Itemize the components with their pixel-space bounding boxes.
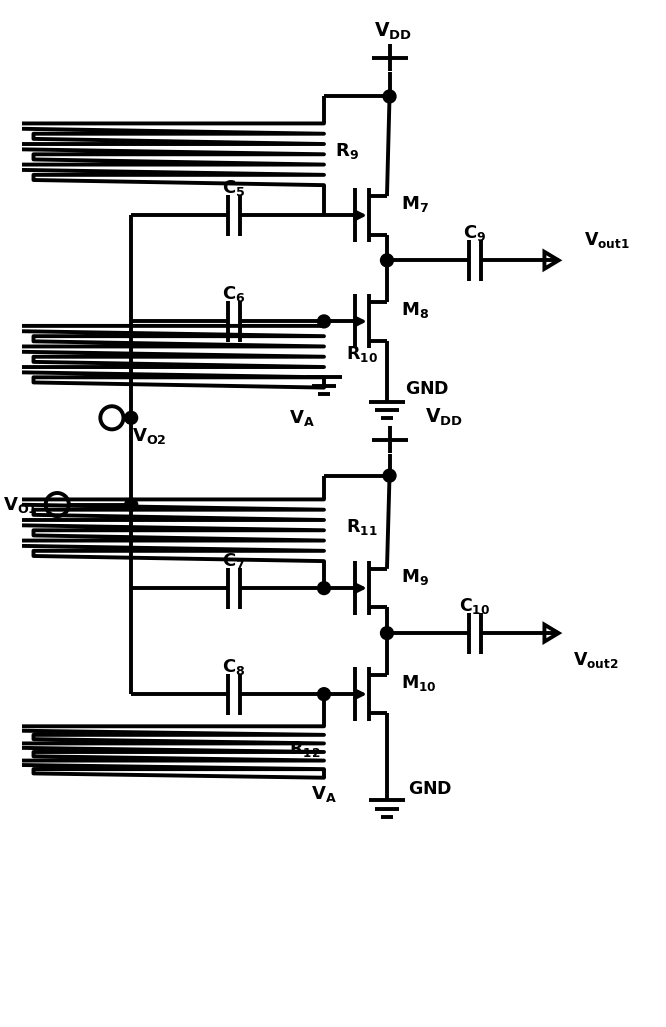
Circle shape xyxy=(383,90,396,103)
Text: $\mathbf{R_9}$: $\mathbf{R_9}$ xyxy=(334,141,358,161)
Text: $\mathbf{V_{DD}}$: $\mathbf{V_{DD}}$ xyxy=(425,407,463,428)
Text: $\mathbf{C_6}$: $\mathbf{C_6}$ xyxy=(222,284,246,304)
Text: $\mathbf{C_{10}}$: $\mathbf{C_{10}}$ xyxy=(460,596,491,616)
Text: $\mathbf{R_{10}}$: $\mathbf{R_{10}}$ xyxy=(346,343,378,364)
Circle shape xyxy=(380,254,394,267)
Text: $\mathbf{V_{O1}}$: $\mathbf{V_{O1}}$ xyxy=(3,495,38,515)
Circle shape xyxy=(318,315,330,328)
Circle shape xyxy=(125,498,138,511)
Text: $\mathbf{V_A}$: $\mathbf{V_A}$ xyxy=(288,408,314,428)
Text: $\mathbf{GND}$: $\mathbf{GND}$ xyxy=(408,779,452,798)
Text: $\mathbf{C_7}$: $\mathbf{C_7}$ xyxy=(222,551,246,571)
Text: $\mathbf{V_{out2}}$: $\mathbf{V_{out2}}$ xyxy=(573,650,619,670)
Text: $\mathbf{M_8}$: $\mathbf{M_8}$ xyxy=(401,300,429,319)
Text: $\mathbf{C_8}$: $\mathbf{C_8}$ xyxy=(222,657,246,677)
Text: $\mathbf{C_5}$: $\mathbf{C_5}$ xyxy=(222,179,246,198)
Text: $\mathbf{C_9}$: $\mathbf{C_9}$ xyxy=(464,223,487,243)
Text: $\mathbf{GND}$: $\mathbf{GND}$ xyxy=(405,380,450,397)
Text: $\mathbf{V_{out1}}$: $\mathbf{V_{out1}}$ xyxy=(584,230,630,250)
Circle shape xyxy=(125,412,138,424)
Text: $\mathbf{R_{12}}$: $\mathbf{R_{12}}$ xyxy=(290,738,321,759)
Text: $\mathbf{R_{11}}$: $\mathbf{R_{11}}$ xyxy=(346,517,378,537)
Text: $\mathbf{V_{DD}}$: $\mathbf{V_{DD}}$ xyxy=(374,21,412,41)
Text: $\mathbf{M_7}$: $\mathbf{M_7}$ xyxy=(401,194,429,214)
Circle shape xyxy=(383,469,396,482)
Text: $\mathbf{V_{O2}}$: $\mathbf{V_{O2}}$ xyxy=(133,426,167,446)
Text: $\mathbf{M_{10}}$: $\mathbf{M_{10}}$ xyxy=(401,673,437,692)
Text: $\mathbf{M_9}$: $\mathbf{M_9}$ xyxy=(401,567,429,586)
Text: $\mathbf{V_A}$: $\mathbf{V_A}$ xyxy=(311,784,337,804)
Circle shape xyxy=(380,626,394,640)
Circle shape xyxy=(318,581,330,595)
Circle shape xyxy=(318,688,330,700)
